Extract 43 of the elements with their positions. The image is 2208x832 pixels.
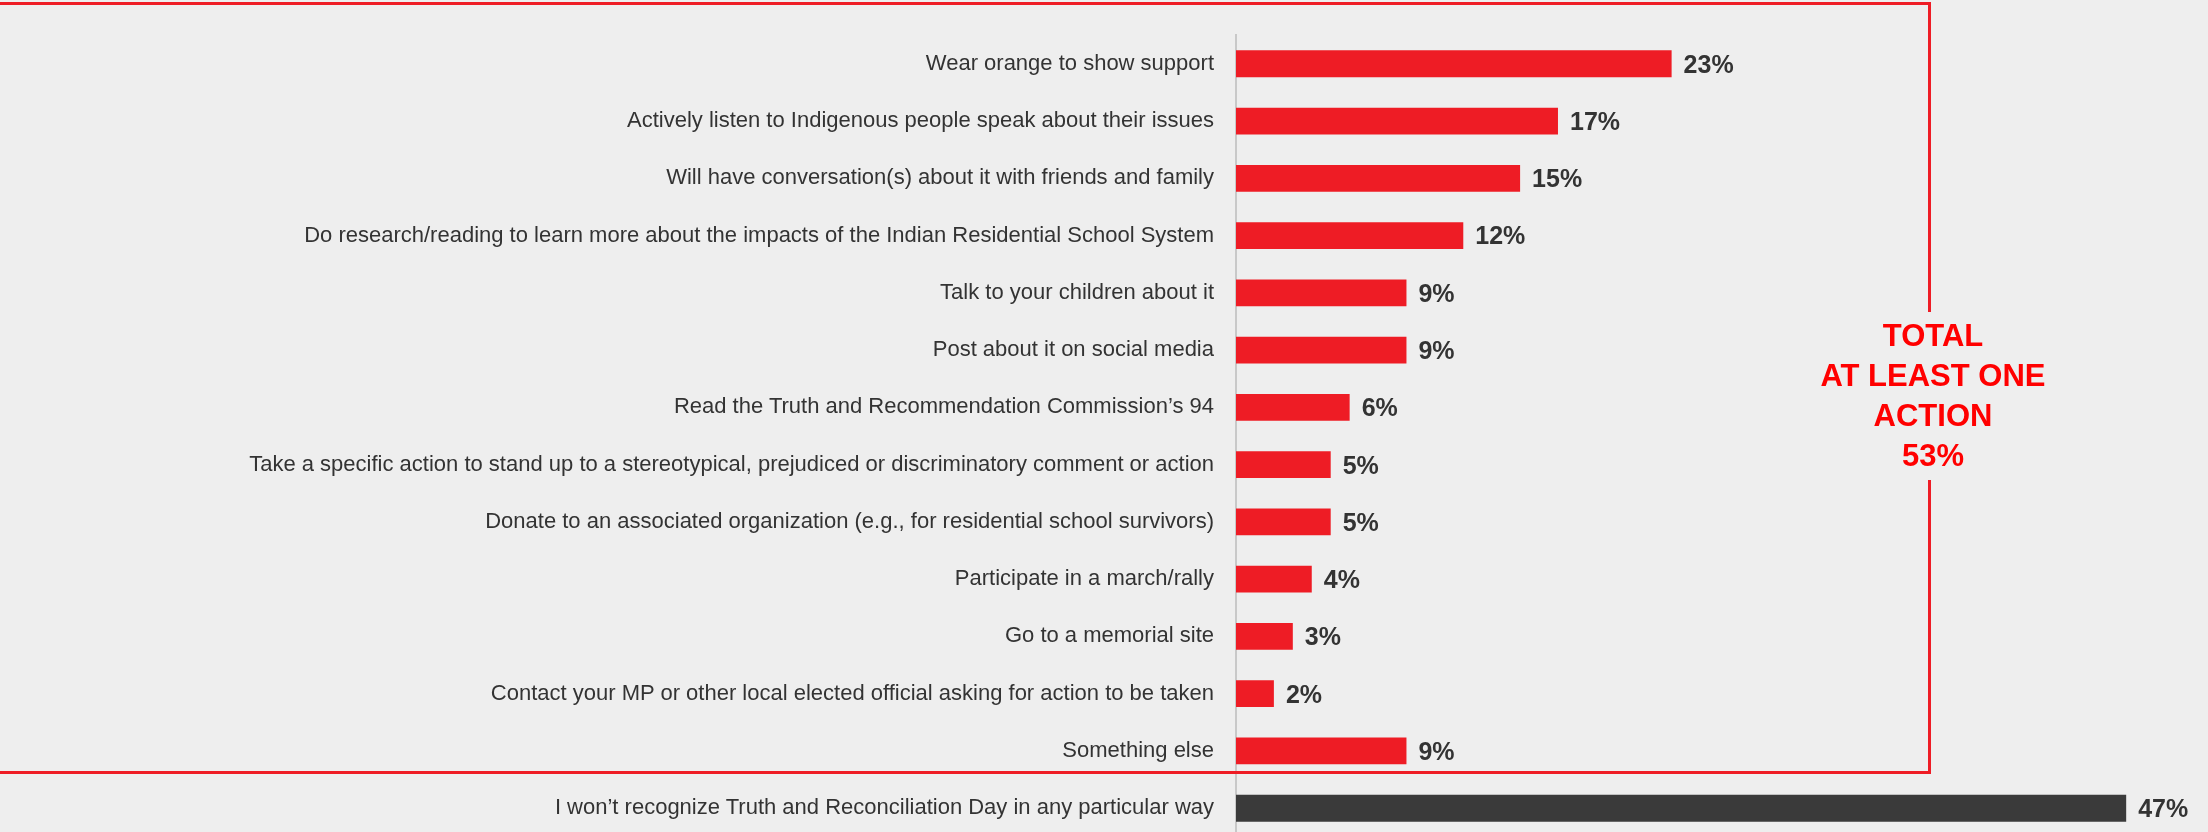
data-label: 3% bbox=[1304, 622, 1341, 651]
y-tick-label: Read the Truth and Recommendation Commission’s 94 bbox=[673, 393, 1214, 419]
data-label: 4% bbox=[1323, 565, 1360, 594]
bar bbox=[1236, 737, 1407, 765]
y-tick-label: Donate to an associated organization (e.g., for residential school survivors) bbox=[485, 507, 1214, 533]
bar bbox=[1236, 680, 1274, 708]
data-label: 9% bbox=[1418, 278, 1455, 307]
y-tick-label: Actively listen to Indigenous people speak about their issues bbox=[626, 107, 1214, 133]
data-label: 9% bbox=[1418, 336, 1455, 364]
y-tick-label: Something else bbox=[1062, 736, 1214, 762]
bar bbox=[1236, 565, 1312, 593]
data-label: 12% bbox=[1475, 221, 1526, 250]
bar bbox=[1236, 50, 1672, 78]
bar bbox=[1236, 107, 1558, 135]
y-tick-label: Take a specific action to stand up to a stereotypical, prejudiced or discriminatory comment or action bbox=[249, 450, 1214, 476]
bar bbox=[1236, 336, 1407, 364]
data-label: 5% bbox=[1342, 507, 1379, 536]
bar bbox=[1236, 622, 1293, 650]
bar bbox=[1236, 393, 1350, 421]
y-tick-label: Contact your MP or other local elected official asking for action to be taken bbox=[490, 679, 1214, 705]
y-tick-label: Wear orange to show support bbox=[925, 49, 1214, 75]
data-label: 2% bbox=[1285, 679, 1323, 708]
y-tick-label: Will have conversation(s) about it with friends and family bbox=[666, 164, 1214, 190]
bar bbox=[1236, 164, 1521, 192]
data-label: 5% bbox=[1342, 450, 1379, 479]
data-label: 17% bbox=[1569, 106, 1621, 135]
bar bbox=[1236, 451, 1331, 479]
data-label: 47% bbox=[2138, 794, 2189, 823]
bar bbox=[1236, 279, 1407, 307]
bar bbox=[1236, 222, 1464, 250]
bar bbox=[1236, 794, 2127, 822]
y-tick-label: Go to a memorial site bbox=[1004, 622, 1214, 648]
y-tick-label: Do research/reading to learn more about the impacts of the Indian Residential School System bbox=[304, 221, 1214, 247]
y-tick-label: I won’t recognize Truth and Reconciliation Day in any particular way bbox=[554, 794, 1214, 820]
data-label: 23% bbox=[1683, 49, 1734, 78]
data-label: 15% bbox=[1532, 164, 1583, 193]
y-tick-label: Talk to your children about it bbox=[940, 278, 1214, 304]
y-tick-label: Participate in a march/rally bbox=[954, 565, 1214, 591]
annotation: TOTAL AT LEAST ONE ACTION 53% bbox=[1813, 312, 2053, 480]
data-label: 9% bbox=[1418, 736, 1455, 765]
data-label: 6% bbox=[1361, 393, 1398, 422]
bar bbox=[1236, 508, 1331, 536]
y-tick-label: Post about it on social media bbox=[932, 336, 1215, 362]
